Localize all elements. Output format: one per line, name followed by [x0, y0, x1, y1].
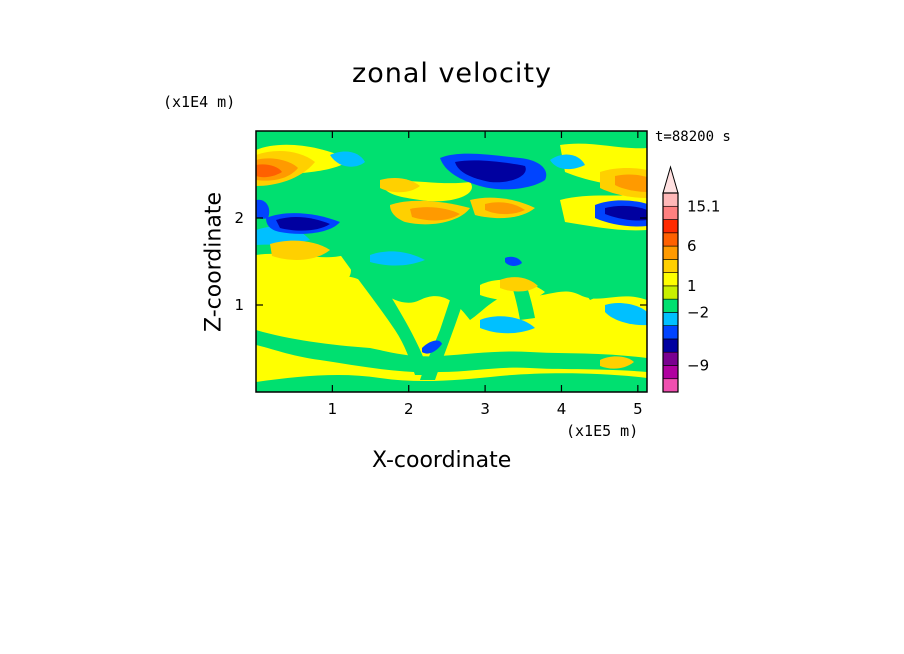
- orange-jet: [256, 164, 282, 178]
- colorbar-segment: [662, 232, 679, 247]
- colorbar: 15.1 6 1 −2 −9: [662, 165, 720, 393]
- green-streak: [256, 330, 647, 373]
- x-tick-label: 3: [480, 400, 490, 418]
- orange-jet: [600, 356, 634, 369]
- chart-title: zonal velocity: [352, 58, 552, 89]
- orange-jet: [410, 207, 460, 221]
- colorbar-arrow: [662, 165, 679, 194]
- lightblue-patch: [550, 154, 585, 170]
- colorbar-label: 6: [687, 237, 697, 255]
- blue-jet: [605, 205, 647, 221]
- colorbar-segment: [662, 351, 679, 366]
- colorbar-segment: [662, 259, 679, 273]
- lightblue-patch: [605, 302, 647, 326]
- blue-jet: [505, 256, 522, 266]
- colorbar-segment: [662, 312, 679, 326]
- lightblue-patch: [370, 251, 425, 266]
- x-axis-unit: (x1E5 m): [566, 422, 639, 440]
- x-tick-label: 5: [633, 400, 643, 418]
- time-label: t=88200 s: [655, 129, 731, 145]
- colorbar-segment: [662, 378, 679, 393]
- colorbar-segment: [662, 272, 679, 287]
- colorbar-segment: [662, 285, 679, 300]
- x-tick-label: 1: [328, 400, 338, 418]
- colorbar-frame: [662, 192, 679, 393]
- orange-jet: [615, 174, 647, 192]
- yellow-patch: [256, 253, 351, 290]
- orange-jet: [500, 277, 538, 292]
- colorbar-label: 1: [687, 277, 697, 295]
- y-axis-ticks: 12: [234, 209, 647, 314]
- colorbar-segment: [662, 338, 679, 353]
- x-axis-label: X-coordinate: [372, 448, 512, 473]
- blue-jet: [455, 160, 526, 183]
- green-wave: [495, 232, 535, 320]
- orange-jet: [270, 240, 330, 260]
- colorbar-segment: [662, 192, 679, 207]
- colorbar-label: 15.1: [687, 197, 720, 215]
- green-wave: [330, 232, 430, 375]
- colorbar-segment: [662, 365, 679, 380]
- lightblue-patch: [480, 316, 535, 334]
- colorbar-segment: [662, 219, 679, 234]
- colorbar-label: −2: [687, 303, 709, 321]
- colorbar-segment: [662, 205, 679, 220]
- colorbar-segment: [662, 325, 679, 340]
- blue-jet: [256, 199, 270, 219]
- orange-jet: [485, 202, 525, 215]
- colorbar-label: −9: [687, 356, 709, 374]
- green-wave: [520, 225, 602, 300]
- blue-jet: [276, 217, 330, 231]
- x-tick-label: 2: [404, 400, 414, 418]
- blue-jet: [422, 340, 442, 354]
- colorbar-segment: [662, 298, 679, 313]
- lightblue-patch: [330, 151, 365, 167]
- x-axis-ticks: 1 2 3 4 5: [328, 131, 643, 418]
- x-tick-label: 4: [557, 400, 567, 418]
- y-tick-label: 1: [234, 296, 244, 314]
- y-tick-label: 2: [234, 209, 244, 227]
- plot-frame: [255, 130, 648, 393]
- colorbar-segment: [662, 245, 679, 260]
- contour-field: [256, 131, 647, 392]
- green-streak: [256, 373, 647, 392]
- orange-jet: [380, 178, 420, 193]
- z-axis-unit: (x1E4 m): [163, 93, 236, 111]
